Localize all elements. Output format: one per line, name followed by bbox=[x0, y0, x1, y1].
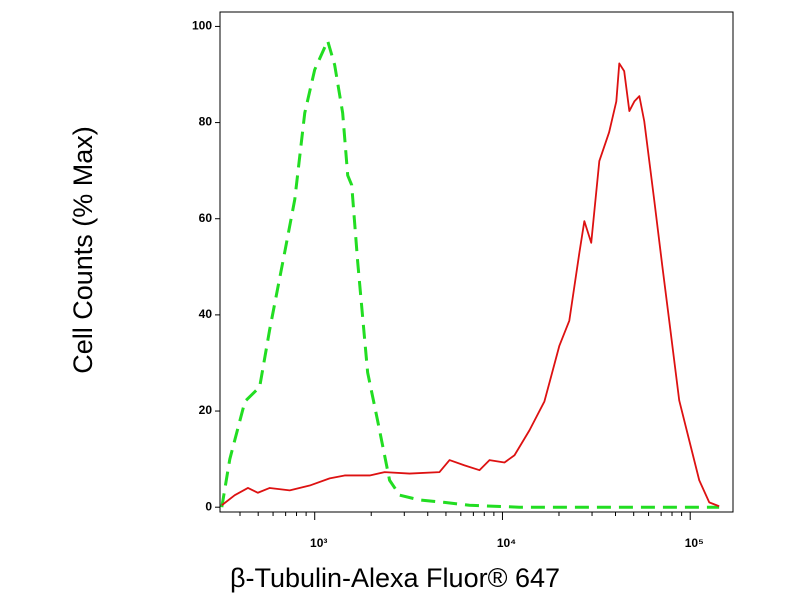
x-tick-label: 10⁵ bbox=[685, 536, 704, 550]
x-axis-title: β-Tubulin-Alexa Fluor® 647 bbox=[230, 563, 560, 593]
y-tick-label: 20 bbox=[199, 403, 213, 417]
plot-frame bbox=[219, 11, 734, 513]
series-line bbox=[220, 39, 720, 509]
y-axis-title: Cell Counts (% Max) bbox=[68, 126, 98, 374]
y-tick-label: 0 bbox=[205, 499, 212, 513]
series-line bbox=[221, 62, 720, 508]
y-tick-label: 80 bbox=[199, 115, 213, 129]
x-tick-label: 10³ bbox=[310, 536, 327, 550]
y-tick-label: 40 bbox=[199, 307, 213, 321]
y-tick-label: 60 bbox=[199, 211, 213, 225]
x-tick-label: 10⁴ bbox=[497, 536, 516, 550]
y-tick-label: 100 bbox=[192, 19, 212, 33]
